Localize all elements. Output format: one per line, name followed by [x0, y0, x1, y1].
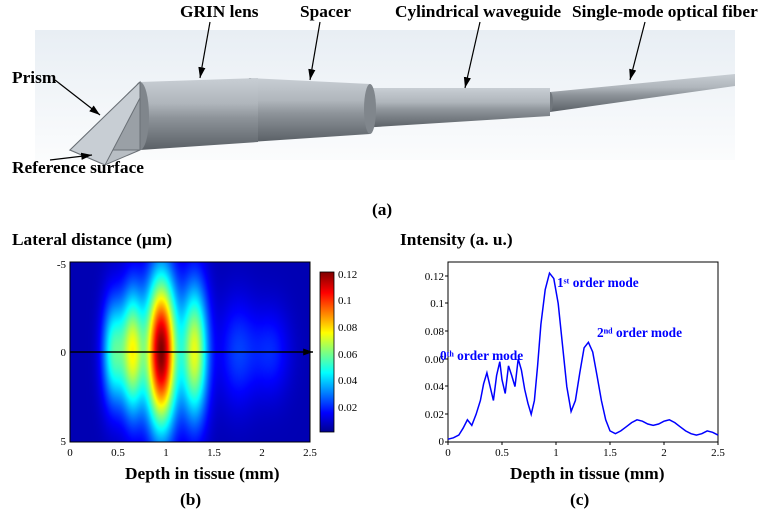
- svg-text:0: 0: [439, 436, 445, 448]
- svg-text:0.1: 0.1: [338, 295, 352, 307]
- label-reference: Reference surface: [12, 158, 144, 178]
- svg-text:0.06: 0.06: [338, 349, 358, 361]
- panel-c-title: Intensity (a. u.): [400, 230, 513, 250]
- sublabel-c: (c): [570, 490, 589, 510]
- svg-text:1: 1: [163, 447, 169, 459]
- panel-c-xlabel: Depth in tissue (mm): [510, 464, 665, 484]
- svg-text:0: 0: [61, 347, 67, 359]
- svg-text:0.04: 0.04: [425, 381, 445, 393]
- svg-text:1: 1: [553, 447, 559, 459]
- grin-lens-segment: [131, 78, 258, 150]
- svg-text:2.5: 2.5: [711, 447, 725, 459]
- annot-mode1: 1ˢᵗ order mode: [557, 275, 639, 291]
- label-prism: Prism: [12, 68, 56, 88]
- sublabel-b: (b): [180, 490, 201, 510]
- svg-text:2: 2: [661, 447, 667, 459]
- svg-text:-5: -5: [57, 259, 67, 271]
- annot-mode0: 0ᵗʰ order mode: [440, 348, 523, 364]
- svg-text:0.02: 0.02: [338, 402, 357, 414]
- annot-mode2: 2ⁿᵈ order mode: [597, 325, 682, 341]
- svg-text:0.08: 0.08: [425, 326, 445, 338]
- spacer-segment: [242, 78, 376, 142]
- svg-text:2.5: 2.5: [303, 447, 317, 459]
- svg-text:0.1: 0.1: [430, 298, 444, 310]
- svg-text:5: 5: [61, 436, 67, 448]
- svg-text:0.12: 0.12: [425, 271, 444, 283]
- svg-text:0.04: 0.04: [338, 375, 358, 387]
- label-grin-lens: GRIN lens: [180, 2, 258, 22]
- svg-text:0.5: 0.5: [111, 447, 125, 459]
- svg-text:1.5: 1.5: [207, 447, 221, 459]
- label-fiber: Single-mode optical fiber: [572, 2, 758, 22]
- label-waveguide: Cylindrical waveguide: [395, 2, 561, 22]
- svg-text:1.5: 1.5: [603, 447, 617, 459]
- svg-text:0.02: 0.02: [425, 409, 444, 421]
- panel-b-xlabel: Depth in tissue (mm): [125, 464, 280, 484]
- svg-text:0.08: 0.08: [338, 322, 358, 334]
- svg-text:0.5: 0.5: [495, 447, 509, 459]
- label-spacer: Spacer: [300, 2, 351, 22]
- panel-b-title: Lateral distance (µm): [12, 230, 172, 250]
- svg-text:0: 0: [445, 447, 451, 459]
- figure-root: GRIN lens Spacer Cylindrical waveguide S…: [0, 0, 763, 514]
- sublabel-a: (a): [372, 200, 392, 220]
- svg-text:0.12: 0.12: [338, 269, 357, 281]
- panel-b-axes: -5 0 5 0 0.5 1 1.5 2 2.5 0.12 0.1 0.08 0…: [30, 248, 370, 488]
- svg-text:2: 2: [259, 447, 265, 459]
- svg-text:0: 0: [67, 447, 73, 459]
